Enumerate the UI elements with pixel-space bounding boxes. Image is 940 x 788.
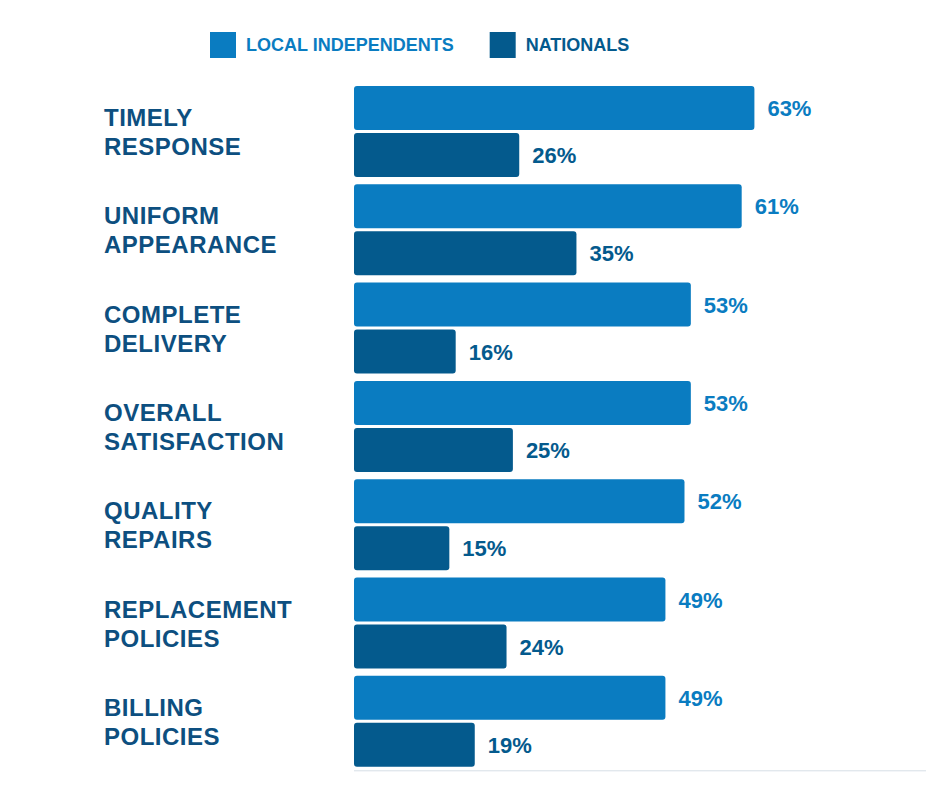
category-label-line: SATISFACTION bbox=[104, 428, 284, 455]
data-label: 63% bbox=[767, 96, 811, 121]
data-labels: 63% 61% 53% 53% 52% 49% 49% 26% 35% 16% 25% 15% 24% 1… bbox=[462, 96, 811, 758]
bar bbox=[354, 723, 475, 767]
category-label: OVERALLSATISFACTION bbox=[104, 399, 284, 455]
bar bbox=[354, 283, 691, 327]
bar bbox=[354, 526, 449, 570]
data-label: 49% bbox=[678, 686, 722, 711]
category-labels: TIMELYRESPONSE UNIFORMAPPEARANCE COMPLETED… bbox=[104, 104, 292, 750]
category-label-line: REPAIRS bbox=[104, 526, 212, 553]
data-label: 16% bbox=[469, 340, 513, 365]
bar bbox=[354, 578, 665, 622]
category-label-line: UNIFORM bbox=[104, 202, 219, 229]
data-label: 19% bbox=[488, 733, 532, 758]
x-axis bbox=[354, 770, 926, 771]
legend-swatch bbox=[210, 32, 236, 58]
data-label: 24% bbox=[520, 635, 564, 660]
data-label: 49% bbox=[678, 588, 722, 613]
bars bbox=[354, 86, 754, 767]
legend: LOCAL INDEPENDENTS NATIONALS bbox=[210, 32, 629, 58]
category-label-line: POLICIES bbox=[104, 723, 220, 750]
bar bbox=[354, 428, 513, 472]
category-label-line: BILLING bbox=[104, 694, 204, 721]
data-label: 25% bbox=[526, 438, 570, 463]
legend-label: LOCAL INDEPENDENTS bbox=[246, 35, 454, 55]
category-label-line: TIMELY bbox=[104, 104, 193, 131]
bar bbox=[354, 625, 507, 669]
data-label: 15% bbox=[462, 536, 506, 561]
data-label: 53% bbox=[704, 293, 748, 318]
legend-swatch bbox=[490, 32, 516, 58]
category-label-line: QUALITY bbox=[104, 497, 213, 524]
bar bbox=[354, 133, 519, 177]
category-label: BILLINGPOLICIES bbox=[104, 694, 220, 750]
category-label-line: REPLACEMENT bbox=[104, 596, 292, 623]
bar bbox=[354, 184, 742, 228]
category-label: UNIFORMAPPEARANCE bbox=[104, 202, 277, 258]
bar bbox=[354, 231, 576, 275]
legend-label: NATIONALS bbox=[526, 35, 630, 55]
category-label-line: OVERALL bbox=[104, 399, 222, 426]
data-label: 35% bbox=[589, 241, 633, 266]
category-label-line: APPEARANCE bbox=[104, 231, 277, 258]
category-label-line: COMPLETE bbox=[104, 301, 241, 328]
category-label-line: DELIVERY bbox=[104, 330, 227, 357]
category-label-line: RESPONSE bbox=[104, 133, 241, 160]
bar bbox=[354, 676, 665, 720]
bar bbox=[354, 330, 456, 374]
bar bbox=[354, 86, 754, 130]
data-label: 61% bbox=[755, 194, 799, 219]
data-label: 26% bbox=[532, 143, 576, 168]
data-label: 53% bbox=[704, 391, 748, 416]
category-label: REPLACEMENTPOLICIES bbox=[104, 596, 292, 652]
bar bbox=[354, 479, 684, 523]
category-label: COMPLETEDELIVERY bbox=[104, 301, 241, 357]
category-label: TIMELYRESPONSE bbox=[104, 104, 241, 160]
category-label-line: POLICIES bbox=[104, 625, 220, 652]
category-label: QUALITYREPAIRS bbox=[104, 497, 213, 553]
data-label: 52% bbox=[697, 489, 741, 514]
chart: LOCAL INDEPENDENTS NATIONALS TIMELYRESPONS… bbox=[0, 0, 940, 788]
bar bbox=[354, 381, 691, 425]
